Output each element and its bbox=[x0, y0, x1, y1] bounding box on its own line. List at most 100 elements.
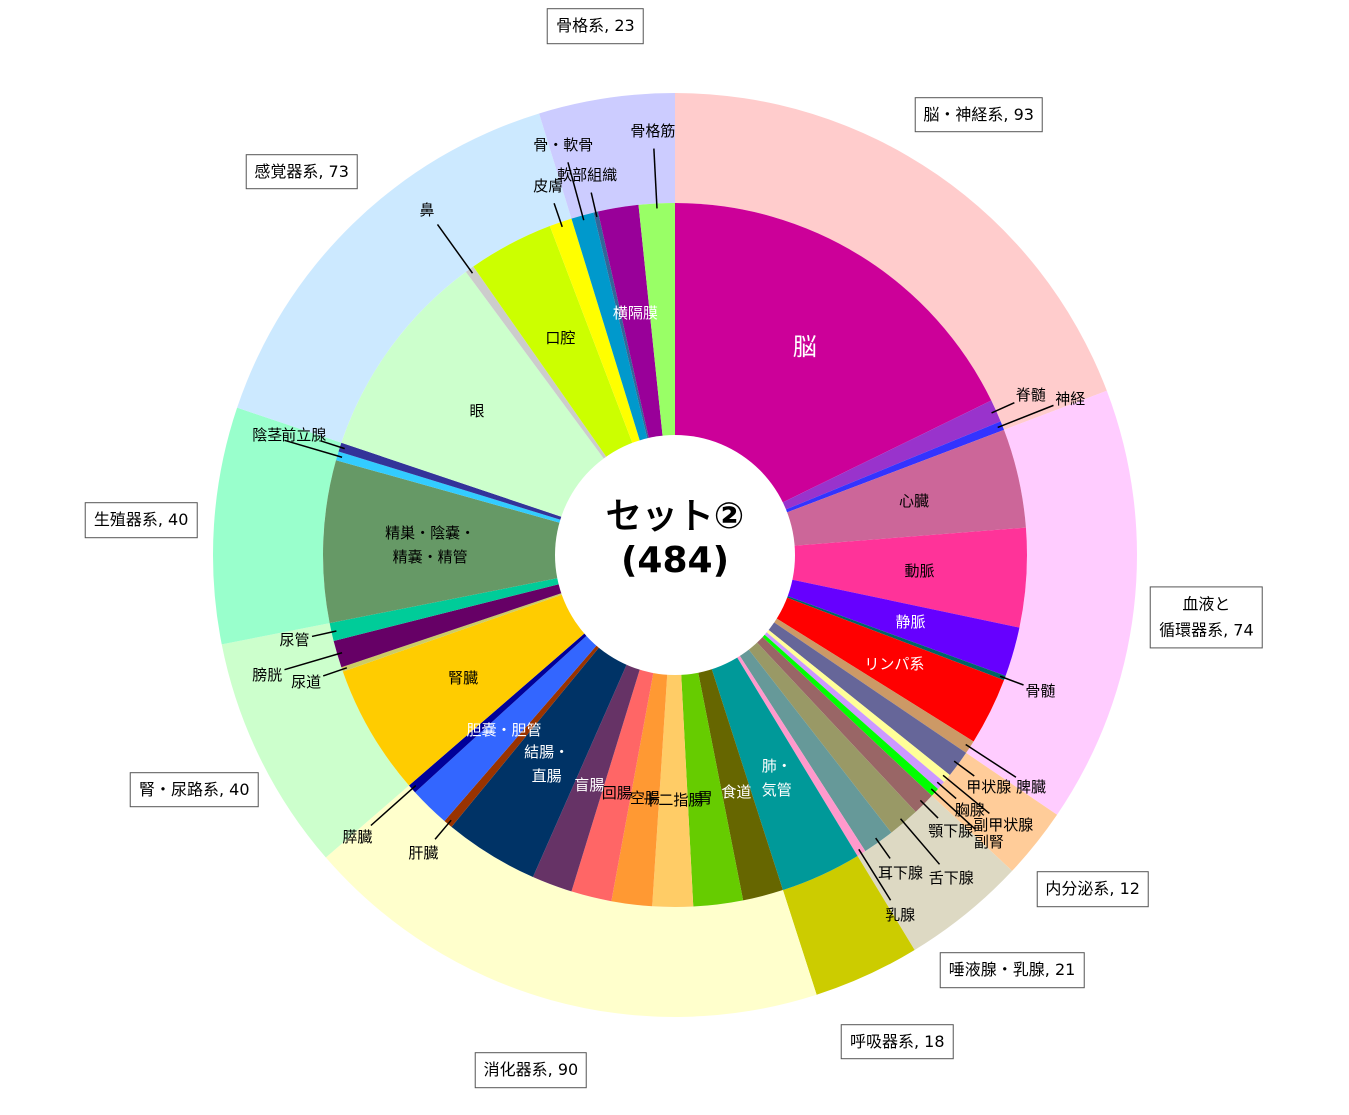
slice-label: 尿管 bbox=[279, 631, 310, 650]
group-segment bbox=[966, 390, 1137, 815]
slice-label: 肝臓 bbox=[408, 844, 439, 863]
slice-label: 胸腺 bbox=[954, 801, 985, 820]
slice bbox=[322, 460, 675, 624]
slice-label: 軟部組織 bbox=[557, 166, 618, 185]
group-label: 内分泌系, 12 bbox=[1036, 871, 1149, 908]
group-segment bbox=[237, 113, 572, 443]
group-segment bbox=[325, 785, 817, 1018]
center-hole bbox=[555, 435, 795, 675]
slice-label: 乳腺 bbox=[885, 906, 916, 925]
group-value: 40 bbox=[168, 510, 189, 530]
center-total: (484) bbox=[620, 540, 730, 581]
slice-label: リンパ系 bbox=[864, 654, 925, 673]
group-label: 呼吸器系, 18 bbox=[840, 1023, 954, 1060]
group-segment bbox=[539, 93, 675, 219]
leader-line bbox=[875, 837, 891, 859]
group-segment bbox=[857, 795, 1013, 951]
slice-label: 脊髄 bbox=[1015, 386, 1046, 405]
leader-line bbox=[434, 819, 452, 840]
slice-label: 甲状腺 bbox=[966, 777, 1012, 796]
group-label: 生殖器系, 40 bbox=[84, 502, 198, 539]
leader-line bbox=[590, 192, 598, 218]
center-label: セット② (484) bbox=[555, 495, 795, 583]
group-segment bbox=[675, 93, 1107, 430]
slice-label: 腎臓 bbox=[448, 668, 479, 687]
group-name: 脳・神経系 bbox=[923, 104, 1004, 124]
group-value: 18 bbox=[924, 1031, 945, 1051]
group-value: 12 bbox=[1119, 879, 1140, 899]
slice-label: 舌下腺 bbox=[928, 868, 974, 887]
leader-line bbox=[436, 224, 474, 274]
leader-line bbox=[953, 760, 975, 777]
slice-label: 膀胱 bbox=[252, 665, 283, 684]
group-label: 感覚器系, 73 bbox=[245, 154, 358, 190]
group-value: 90 bbox=[557, 1060, 579, 1080]
leader-line bbox=[567, 162, 585, 221]
slice-label: 皮膚 bbox=[533, 177, 564, 196]
leader-line bbox=[553, 202, 563, 228]
slice-label: 回腸 bbox=[601, 783, 632, 802]
leader-line bbox=[284, 652, 343, 671]
slice-label: 陰茎 bbox=[252, 426, 283, 445]
slice-label: 横隔膜 bbox=[612, 304, 658, 323]
slice-label: 精巣・陰嚢・ 精嚢・精管 bbox=[385, 524, 476, 567]
leader-line bbox=[919, 799, 939, 819]
slice-label: 脾臓 bbox=[1016, 778, 1047, 797]
slice-label: 結腸・ 直腸 bbox=[524, 742, 570, 785]
slice-label: 肺・ 気管 bbox=[761, 756, 792, 799]
group-name: 唾液腺・乳腺 bbox=[948, 960, 1045, 980]
slice-label: 尿道 bbox=[291, 672, 322, 691]
group-segment bbox=[782, 855, 915, 995]
group-name: 腎・尿路系 bbox=[138, 780, 220, 799]
slice-label: 心臓 bbox=[899, 492, 930, 511]
leader-line bbox=[965, 743, 1017, 778]
leader-line bbox=[858, 848, 892, 901]
slice-label: 食道 bbox=[721, 783, 752, 802]
leader-line bbox=[284, 439, 343, 458]
group-name: 呼吸器系 bbox=[849, 1031, 914, 1051]
slice-label: 鼻 bbox=[419, 200, 435, 219]
slice-label: 動脈 bbox=[904, 561, 935, 580]
group-value: 23 bbox=[614, 16, 635, 36]
leader-line bbox=[997, 404, 1054, 429]
slice-label: 十二指腸 bbox=[643, 790, 704, 809]
group-name: 骨格系 bbox=[556, 16, 605, 36]
group-name: 内分泌系 bbox=[1045, 879, 1110, 899]
slice-label: 空腸 bbox=[629, 789, 660, 808]
group-label: 骨格系, 23 bbox=[547, 8, 644, 44]
group-label: 消化器系, 90 bbox=[474, 1052, 588, 1089]
leader-line bbox=[930, 788, 977, 830]
slice-label: 耳下腺 bbox=[878, 864, 924, 883]
leader-line bbox=[936, 781, 957, 800]
group-name: 感覚器系 bbox=[254, 162, 319, 182]
slice-label: 副腎 bbox=[973, 832, 1004, 851]
slice-label: 膵臓 bbox=[342, 828, 373, 847]
slice-label: 胃 bbox=[697, 789, 713, 808]
leader-line bbox=[653, 148, 658, 209]
slice-label: 静脈 bbox=[895, 613, 926, 632]
center-title: セット② bbox=[605, 496, 745, 537]
group-value: 73 bbox=[328, 162, 349, 182]
slice-label: 口腔 bbox=[545, 329, 576, 348]
group-name: 生殖器系 bbox=[93, 510, 158, 530]
leader-line bbox=[999, 675, 1024, 686]
slice-label: 胆嚢・胆管 bbox=[466, 721, 542, 740]
group-value: 74 bbox=[1233, 620, 1254, 640]
slice-label: 前立腺 bbox=[281, 426, 327, 445]
group-segment bbox=[213, 407, 342, 645]
leader-line bbox=[320, 440, 345, 450]
slice-label: 骨髄 bbox=[1025, 682, 1056, 701]
slice-label: 骨・軟骨 bbox=[533, 135, 594, 154]
group-segment bbox=[931, 752, 1058, 871]
leader-line bbox=[899, 818, 941, 865]
leader-line bbox=[942, 774, 990, 815]
group-label: 脳・神経系, 93 bbox=[914, 96, 1043, 133]
slice-label: 神経 bbox=[1055, 389, 1086, 408]
group-value: 93 bbox=[1013, 104, 1034, 124]
group-label: 血液と 循環器系, 74 bbox=[1150, 586, 1263, 648]
slice-label: 脳 bbox=[792, 332, 817, 361]
slice-label: 眼 bbox=[469, 401, 485, 420]
slice-label: 顎下腺 bbox=[928, 821, 974, 840]
